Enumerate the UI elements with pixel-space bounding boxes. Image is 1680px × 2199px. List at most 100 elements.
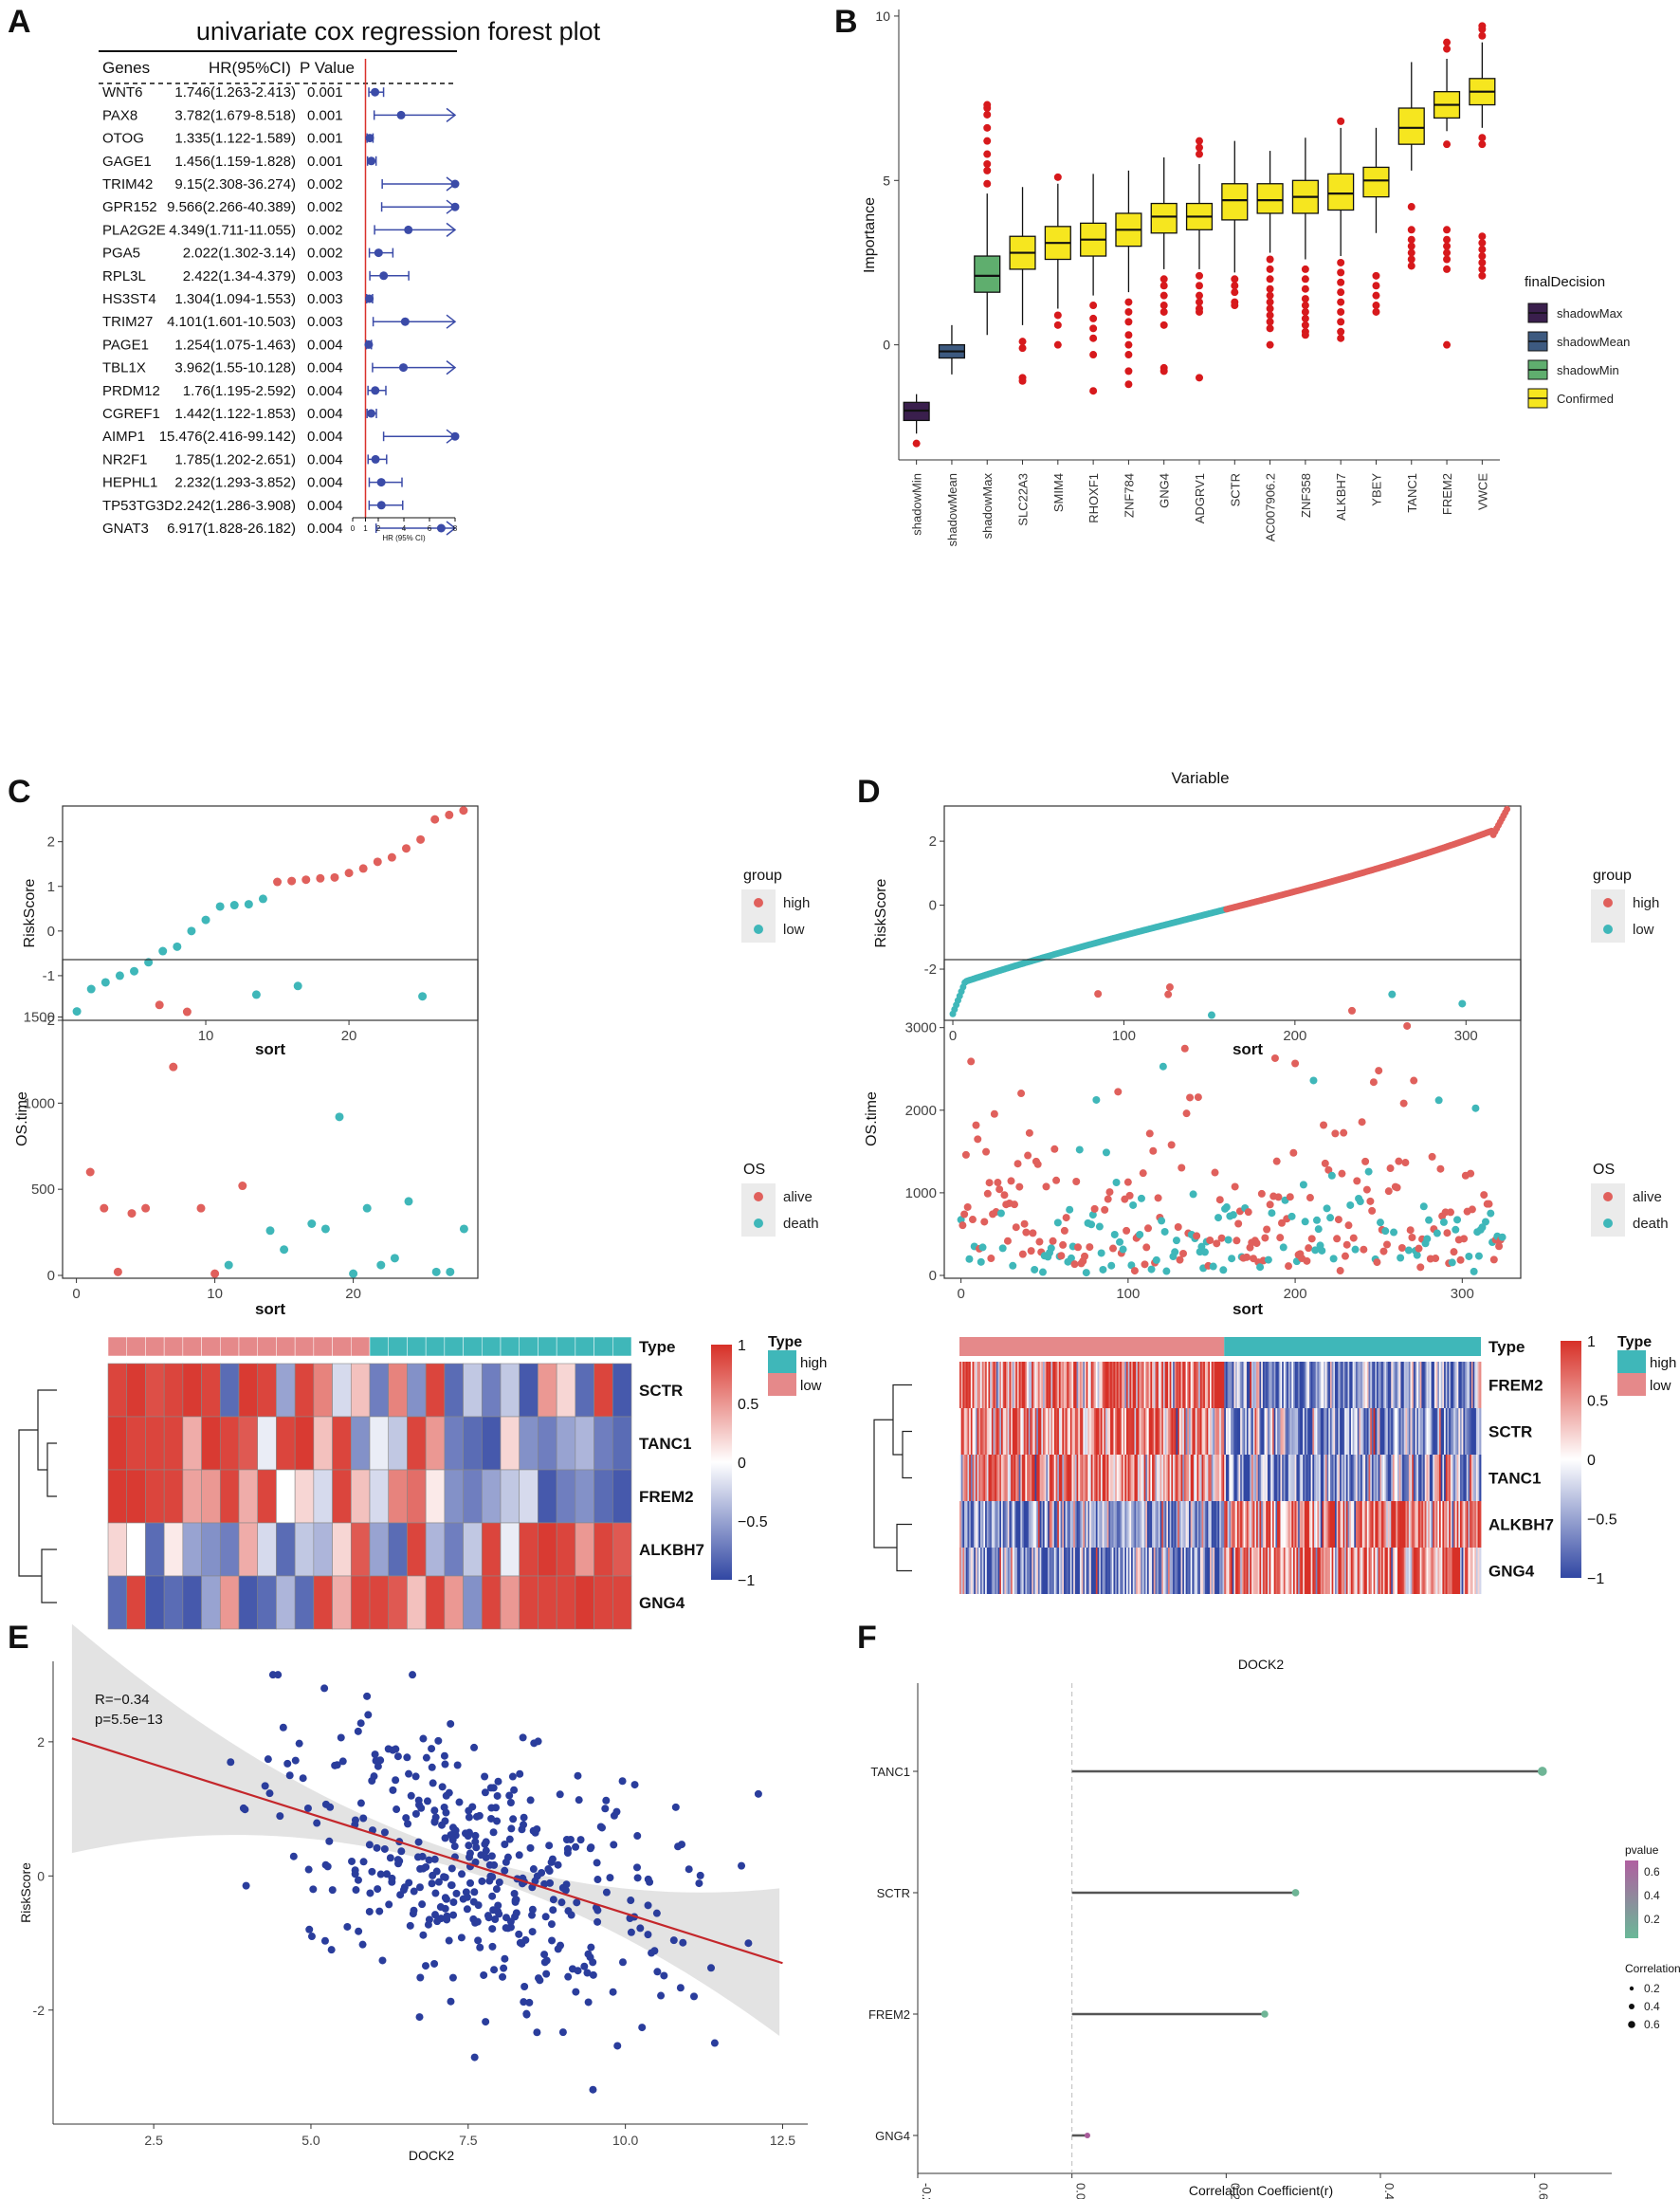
d-heatmap-cell [1340,1362,1342,1408]
box-outlier [1443,140,1452,149]
forest-hr-point [371,87,380,97]
forest-ci-arrow [446,314,457,329]
e-x-tick-label: 10.0 [612,2133,638,2148]
d-heatmap-cell [1296,1408,1299,1455]
e-scatter-point [489,1784,498,1792]
d-heatmap-cell [1037,1455,1041,1501]
e-scatter-point [754,1789,762,1798]
d-heatmap-cell [1375,1548,1378,1594]
c-heatmap-cell [593,1522,613,1577]
d-heatmap-cell [1050,1548,1053,1594]
d-heatmap-cell [1256,1408,1259,1455]
box-outlier [1337,258,1345,266]
d-heatmap-cell [1136,1501,1139,1548]
e-scatter-point [265,1789,274,1798]
c-type-annotation-cell [593,1336,613,1357]
d-heatmap-cell [1465,1548,1468,1594]
d-heatmap-cell [1450,1408,1452,1455]
d-heatmap-cell [1301,1408,1304,1455]
e-scatter-point [421,1962,429,1970]
c-risk-legend-label: low [783,922,805,938]
c-heatmap-cell [276,1469,296,1524]
c-os-point [196,1203,206,1213]
d-os-point [1073,1243,1082,1252]
d-heatmap-cell [1342,1501,1345,1548]
d-heatmap-cell [1013,1548,1016,1594]
d-heatmap-cell [1016,1548,1020,1594]
d-os-point [987,1255,995,1263]
d-heatmap-cell [1087,1501,1090,1548]
d-heatmap-cell [1277,1501,1280,1548]
d-heatmap-cell [1083,1548,1086,1594]
box-outlier [1337,117,1345,125]
d-heatmap-cell [1211,1362,1214,1408]
d-heatmap-cell [1099,1548,1102,1594]
d-heatmap-cell [1233,1455,1236,1501]
d-heatmap-cell [1048,1548,1050,1594]
d-os-point [1397,1244,1406,1253]
d-heatmap-cell [1445,1408,1448,1455]
box-y-tick-label: 10 [875,9,890,24]
d-heatmap-cell [986,1455,989,1501]
e-scatter-point [399,1886,408,1895]
d-heatmap-cell [1152,1501,1155,1548]
d-heatmap-cell [1403,1548,1406,1594]
d-os-point [1144,1224,1153,1233]
c-os-point [238,1182,247,1191]
forest-p-label: 0.004 [307,498,343,514]
c-heatmap-cell [538,1575,557,1630]
d-heatmap-cell [983,1408,986,1455]
e-scatter-point [463,1905,471,1914]
e-scatter-point [481,1840,489,1848]
d-heatmap-cell [1238,1362,1241,1408]
e-scatter-point [338,1757,347,1766]
d-heatmap-cell [1046,1455,1049,1501]
d-os-point [985,1179,994,1187]
d-heatmap-cell [1166,1455,1169,1501]
d-heatmap-cell [1162,1548,1166,1594]
d-heatmap-cell [1210,1548,1213,1594]
d-heatmap-cell [967,1455,970,1501]
d-os-point [977,1257,985,1266]
d-heatmap-cell [1333,1362,1336,1408]
d-heatmap-cell [983,1501,986,1548]
e-scatter-point [593,1876,602,1884]
d-heatmap-cell [1350,1408,1354,1455]
c-heatmap-cell [294,1522,315,1577]
d-os-point [1193,1232,1201,1240]
d-os-point [1108,1244,1117,1253]
d-heatmap-cell [1180,1362,1183,1408]
d-heatmap-cell [1240,1408,1243,1455]
e-scatter-point [433,1917,442,1926]
d-heatmap-cell [1166,1501,1169,1548]
d-heatmap-cell [1310,1362,1313,1408]
d-heatmap-cell [1043,1455,1046,1501]
d-heatmap-cell [1250,1362,1252,1408]
d-heatmap-cell [1134,1455,1137,1501]
d-heatmap-cell [1421,1362,1424,1408]
d-heatmap-cell [1157,1501,1160,1548]
d-heatmap-cell [1036,1501,1039,1548]
d-heatmap-cell [1370,1408,1373,1455]
d-heatmap-cell [1402,1362,1405,1408]
d-heatmap-cell [988,1362,991,1408]
d-os-point [1000,1191,1009,1200]
d-heatmap-cell [1111,1548,1114,1594]
d-heatmap-cell [1025,1501,1028,1548]
d-heatmap-cell [1171,1362,1174,1408]
d-heatmap-cell [1043,1362,1046,1408]
f-gene-label: GNG4 [875,2129,910,2143]
d-heatmap-cell [1111,1408,1114,1455]
d-heatmap-cell [1310,1548,1313,1594]
d-heatmap-cell [1097,1362,1100,1408]
e-scatter-point [618,1958,627,1967]
d-heatmap-cell [1360,1501,1363,1548]
d-heatmap-cell [1194,1408,1196,1455]
box-x-tick-label: SCTR [1228,473,1242,506]
d-heatmap-cell [1108,1501,1111,1548]
c-os-y-tick-label: 1500 [24,1010,55,1026]
d-colorbar-label: −1 [1587,1571,1604,1587]
d-heatmap-cell [1214,1501,1217,1548]
box-outlier [1443,255,1452,264]
d-heatmap-cell [1368,1408,1371,1455]
